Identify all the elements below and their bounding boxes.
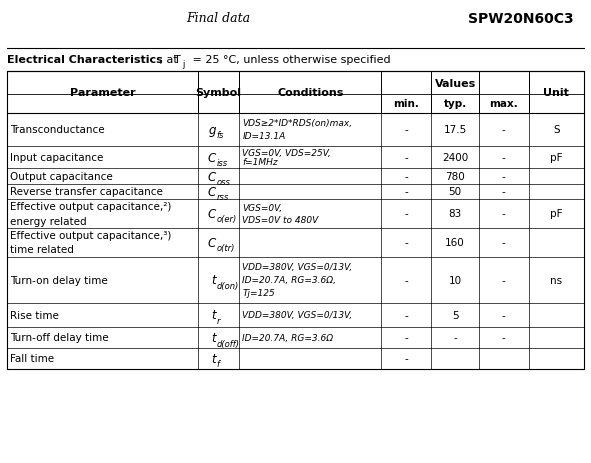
Text: VDS=0V to 480V: VDS=0V to 480V xyxy=(242,215,319,224)
Text: g: g xyxy=(208,124,216,137)
Text: VGS=0V, VDS=25V,: VGS=0V, VDS=25V, xyxy=(242,149,331,158)
Text: -: - xyxy=(502,275,506,285)
Text: 160: 160 xyxy=(445,238,465,248)
Text: 780: 780 xyxy=(445,172,465,181)
Text: ID=13.1A: ID=13.1A xyxy=(242,132,285,141)
Text: -: - xyxy=(404,125,408,135)
Text: 50: 50 xyxy=(449,187,462,197)
Text: f: f xyxy=(217,360,220,369)
Text: 10: 10 xyxy=(449,275,462,285)
Text: typ.: typ. xyxy=(443,99,467,109)
Text: -: - xyxy=(502,187,506,197)
Text: -: - xyxy=(404,172,408,181)
Text: d(off): d(off) xyxy=(217,339,240,348)
Text: 5: 5 xyxy=(452,310,459,320)
Text: d(on): d(on) xyxy=(217,281,239,290)
Text: Rise time: Rise time xyxy=(10,310,59,320)
Text: Electrical Characteristics: Electrical Characteristics xyxy=(7,55,163,65)
Text: Unit: Unit xyxy=(544,88,569,98)
Text: Conditions: Conditions xyxy=(277,88,343,98)
Text: fs: fs xyxy=(217,131,224,140)
Text: SPW20N60C3: SPW20N60C3 xyxy=(467,12,573,25)
Text: VDD=380V, VGS=0/13V,: VDD=380V, VGS=0/13V, xyxy=(242,311,352,320)
Text: Values: Values xyxy=(434,78,476,88)
Text: -: - xyxy=(404,187,408,197)
Text: energy related: energy related xyxy=(10,216,87,226)
Text: r: r xyxy=(217,316,220,325)
Text: S: S xyxy=(553,125,560,135)
Text: max.: max. xyxy=(489,99,518,109)
Text: t: t xyxy=(211,274,216,287)
Text: min.: min. xyxy=(394,99,419,109)
Text: iss: iss xyxy=(217,159,228,168)
Text: -: - xyxy=(502,172,506,181)
Text: -: - xyxy=(404,333,408,343)
Text: -: - xyxy=(502,209,506,219)
Text: Input capacitance: Input capacitance xyxy=(10,153,103,163)
Text: t: t xyxy=(211,331,216,344)
Text: VGS=0V,: VGS=0V, xyxy=(242,204,282,213)
Text: = 25 °C, unless otherwise specified: = 25 °C, unless otherwise specified xyxy=(189,55,390,65)
Text: Output capacitance: Output capacitance xyxy=(10,172,113,181)
Text: -: - xyxy=(404,238,408,248)
Text: -: - xyxy=(502,238,506,248)
Text: time related: time related xyxy=(10,245,74,255)
Text: Final data: Final data xyxy=(187,12,251,25)
Text: -: - xyxy=(404,310,408,320)
Text: 83: 83 xyxy=(449,209,462,219)
Text: t: t xyxy=(211,309,216,322)
Text: Effective output capacitance,²): Effective output capacitance,²) xyxy=(10,202,171,212)
Text: Symbol: Symbol xyxy=(196,88,242,98)
Text: -: - xyxy=(502,310,506,320)
Text: oss: oss xyxy=(217,178,230,187)
Text: Effective output capacitance,³): Effective output capacitance,³) xyxy=(10,231,171,240)
Text: -: - xyxy=(404,209,408,219)
Text: Parameter: Parameter xyxy=(70,88,135,98)
Text: o(er): o(er) xyxy=(217,215,237,224)
Text: Fall time: Fall time xyxy=(10,354,54,363)
Text: t: t xyxy=(211,352,216,365)
Text: T: T xyxy=(174,55,180,65)
Text: -: - xyxy=(502,125,506,135)
Text: -: - xyxy=(502,153,506,163)
Text: C: C xyxy=(207,151,216,164)
Text: -: - xyxy=(502,333,506,343)
Text: Transconductance: Transconductance xyxy=(10,125,105,135)
Bar xyxy=(7,72,584,369)
Text: Turn-on delay time: Turn-on delay time xyxy=(10,275,108,285)
Text: -: - xyxy=(404,275,408,285)
Text: 17.5: 17.5 xyxy=(443,125,467,135)
Text: j: j xyxy=(182,59,184,69)
Text: C: C xyxy=(207,207,216,220)
Text: ID=20.7A, RG=3.6Ω: ID=20.7A, RG=3.6Ω xyxy=(242,333,333,342)
Text: ns: ns xyxy=(550,275,563,285)
Text: f=1MHz: f=1MHz xyxy=(242,158,278,167)
Text: VDS≥2*ID*RDS(on)max,: VDS≥2*ID*RDS(on)max, xyxy=(242,119,352,128)
Text: , at: , at xyxy=(156,55,181,65)
Text: -: - xyxy=(453,333,457,343)
Text: -: - xyxy=(404,354,408,363)
Text: ID=20.7A, RG=3.6Ω,: ID=20.7A, RG=3.6Ω, xyxy=(242,275,336,285)
Text: pF: pF xyxy=(550,153,563,163)
Text: pF: pF xyxy=(550,209,563,219)
Text: -: - xyxy=(404,153,408,163)
Text: rss: rss xyxy=(217,193,229,202)
Text: C: C xyxy=(207,185,216,199)
Text: 2400: 2400 xyxy=(442,153,468,163)
Text: C: C xyxy=(207,236,216,249)
Text: C: C xyxy=(207,170,216,183)
Text: Reverse transfer capacitance: Reverse transfer capacitance xyxy=(10,187,163,197)
Text: Tj=125: Tj=125 xyxy=(242,288,275,298)
Text: VDD=380V, VGS=0/13V,: VDD=380V, VGS=0/13V, xyxy=(242,263,352,272)
Text: Turn-off delay time: Turn-off delay time xyxy=(10,333,109,343)
Text: o(tr): o(tr) xyxy=(217,244,235,253)
